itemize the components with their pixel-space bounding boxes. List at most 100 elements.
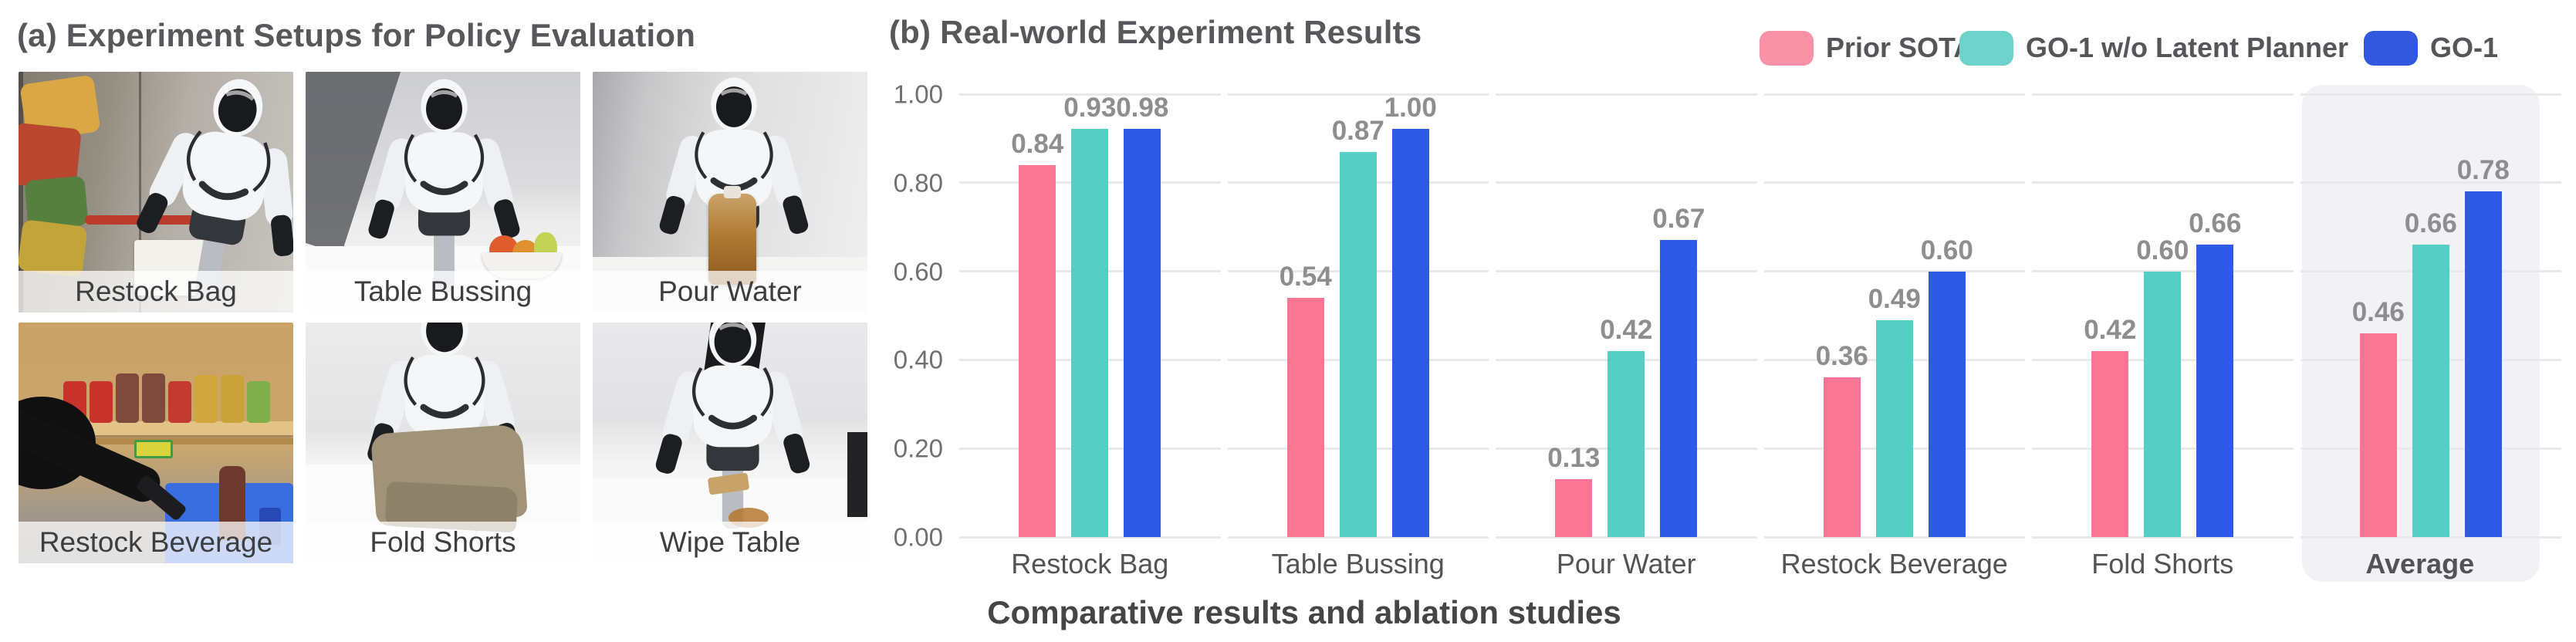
bar-slot-prior-sota: 0.36 xyxy=(1816,94,1868,537)
bar-go-1-w-o-latent-planner-restock-bag xyxy=(1071,129,1109,537)
bar-go-1-w-o-latent-planner-average xyxy=(2412,245,2449,537)
tile-label-text: Wipe Table xyxy=(659,526,801,558)
bar-go-1-fold-shorts xyxy=(2196,245,2234,537)
bar-value-label: 0.67 xyxy=(1652,204,1706,235)
gridline xyxy=(1496,93,1757,96)
chart-group-restock-beverage: 0.36 0.49 0.60 Restock Beverage xyxy=(1763,93,2025,579)
setup-tile-fold-shorts: Fold Shorts xyxy=(306,323,580,563)
category-label-pour-water: Pour Water xyxy=(1556,548,1696,579)
legend-label: GO-1 w/o Latent Planner xyxy=(2026,32,2349,63)
bar-prior-sota-average xyxy=(2359,333,2397,537)
setup-tile-wipe-table: Wipe Table xyxy=(593,323,867,563)
bar-slot-go-1-w-o-latent-planner: 0.93 xyxy=(1063,94,1116,537)
gridline xyxy=(1227,536,1489,539)
chart-group-table-bussing: 0.54 0.87 1.00 Table Bussing xyxy=(1227,93,1489,579)
y-tick-label: 0.40 xyxy=(893,345,943,374)
bar-go-1-table-bussing xyxy=(1391,129,1429,537)
y-tick-label: 0.00 xyxy=(893,522,943,552)
bar-value-label: 0.84 xyxy=(1011,128,1064,159)
gridline xyxy=(959,536,1221,539)
gridline xyxy=(959,93,1221,96)
bar-prior-sota-restock-bag xyxy=(1019,164,1056,537)
chart-group-average: 0.46 0.66 0.78 Average xyxy=(2300,85,2561,582)
gridline xyxy=(1496,536,1757,539)
legend-item-go1: GO-1 xyxy=(2364,29,2498,66)
y-tick-label: 0.60 xyxy=(893,257,943,286)
bar-value-label: 0.66 xyxy=(2189,208,2242,239)
setup-tile-restock-bag: Restock Bag xyxy=(19,72,293,313)
tile-label: Wipe Table xyxy=(593,522,867,563)
subplot-table-bussing: 0.54 0.87 1.00 xyxy=(1227,93,1489,539)
bar-value-label: 0.60 xyxy=(1920,235,1973,265)
tile-label-text: Restock Bag xyxy=(75,275,237,307)
legend-swatch-go1 xyxy=(2364,30,2418,66)
bar-slot-go-1-w-o-latent-planner: 0.42 xyxy=(1600,94,1652,537)
bar-go-1-restock-bag xyxy=(1124,129,1161,537)
chart-group-pour-water: 0.13 0.42 0.67 Pour Water xyxy=(1496,93,1757,579)
figure-caption: Comparative results and ablation studies xyxy=(987,594,1621,630)
tile-label-text: Fold Shorts xyxy=(370,526,516,558)
bar-value-label: 0.36 xyxy=(1815,341,1868,372)
category-label-table-bussing: Table Bussing xyxy=(1271,548,1445,579)
subplot-restock-beverage: 0.36 0.49 0.60 xyxy=(1763,93,2025,539)
legend-label: Prior SOTA xyxy=(1826,32,1974,63)
bar-slot-go-1-w-o-latent-planner: 0.66 xyxy=(2405,94,2457,537)
bar-value-label: 0.66 xyxy=(2404,208,2457,239)
bar-slot-go-1: 0.78 xyxy=(2457,94,2510,537)
bar-slot-prior-sota: 0.84 xyxy=(1011,94,1063,537)
tile-label: Restock Bag xyxy=(19,271,293,313)
category-label-restock-beverage: Restock Beverage xyxy=(1780,548,2008,579)
setup-tile-restock-beverage: Restock Beverage xyxy=(19,323,293,563)
tile-label: Fold Shorts xyxy=(306,522,580,563)
bar-go-1-w-o-latent-planner-pour-water xyxy=(1607,350,1645,537)
gridline xyxy=(1763,536,2025,539)
bar-slot-go-1: 0.66 xyxy=(2189,94,2241,537)
bar-go-1-average xyxy=(2464,191,2502,537)
tile-label: Table Bussing xyxy=(306,271,580,313)
gridline xyxy=(1496,270,1757,273)
bar-slot-go-1: 1.00 xyxy=(1384,94,1437,537)
bar-value-label: 0.87 xyxy=(1331,115,1384,146)
bar-prior-sota-fold-shorts xyxy=(2091,350,2129,537)
bar-value-label: 0.46 xyxy=(2351,296,2405,327)
bar-go-1-w-o-latent-planner-table-bussing xyxy=(1339,151,1377,537)
bar-value-label: 0.98 xyxy=(1116,93,1169,123)
bar-prior-sota-pour-water xyxy=(1555,479,1593,537)
legend-swatch-go1-wo-latent-planner xyxy=(1959,30,2013,66)
y-tick-label: 1.00 xyxy=(893,79,943,109)
bar-slot-go-1: 0.67 xyxy=(1652,94,1705,537)
bar-slot-prior-sota: 0.54 xyxy=(1280,94,1332,537)
bar-value-label: 0.42 xyxy=(2084,314,2137,345)
bar-go-1-restock-beverage xyxy=(1928,271,1966,537)
gridline xyxy=(1763,93,2025,96)
bar-go-1-w-o-latent-planner-restock-beverage xyxy=(1875,319,1913,537)
legend-item-go1-wo-latent-planner: GO-1 w/o Latent Planner xyxy=(1959,29,2348,66)
bar-slot-go-1-w-o-latent-planner: 0.49 xyxy=(1868,94,1921,537)
bar-value-label: 1.00 xyxy=(1384,93,1437,123)
gridline xyxy=(2300,181,2561,184)
y-axis: 0.00 0.20 0.40 0.60 0.80 1.00 xyxy=(821,82,943,550)
bar-value-label: 0.78 xyxy=(2456,155,2510,186)
bar-value-label: 0.13 xyxy=(1547,443,1601,474)
category-label-average: Average xyxy=(2365,548,2475,579)
subplot-fold-shorts: 0.42 0.60 0.66 xyxy=(2032,93,2294,539)
bar-slot-prior-sota: 0.13 xyxy=(1547,94,1600,537)
chart-group-fold-shorts: 0.42 0.60 0.66 Fold Shorts xyxy=(2032,93,2294,579)
bar-slot-go-1: 0.60 xyxy=(1921,94,1973,537)
gridline xyxy=(1227,93,1489,96)
tile-label-text: Restock Beverage xyxy=(39,526,273,558)
bar-slot-go-1-w-o-latent-planner: 0.60 xyxy=(2136,94,2189,537)
bar-go-1-pour-water xyxy=(1660,240,1698,537)
category-label-fold-shorts: Fold Shorts xyxy=(2091,548,2234,579)
legend-label: GO-1 xyxy=(2430,32,2499,63)
tile-label-text: Table Bussing xyxy=(353,275,532,307)
setup-tile-table-bussing: Table Bussing xyxy=(306,72,580,313)
bar-value-label: 0.49 xyxy=(1868,283,1921,314)
subplot-average: 0.46 0.66 0.78 xyxy=(2300,93,2561,539)
tile-label-text: Pour Water xyxy=(658,275,802,307)
subplot-restock-bag: 0.84 0.93 0.98 xyxy=(959,93,1221,539)
gridline xyxy=(2032,181,2294,184)
bar-go-1-w-o-latent-planner-fold-shorts xyxy=(2144,271,2182,537)
bar-value-label: 0.42 xyxy=(1600,314,1653,345)
bar-prior-sota-table-bussing xyxy=(1286,298,1324,537)
